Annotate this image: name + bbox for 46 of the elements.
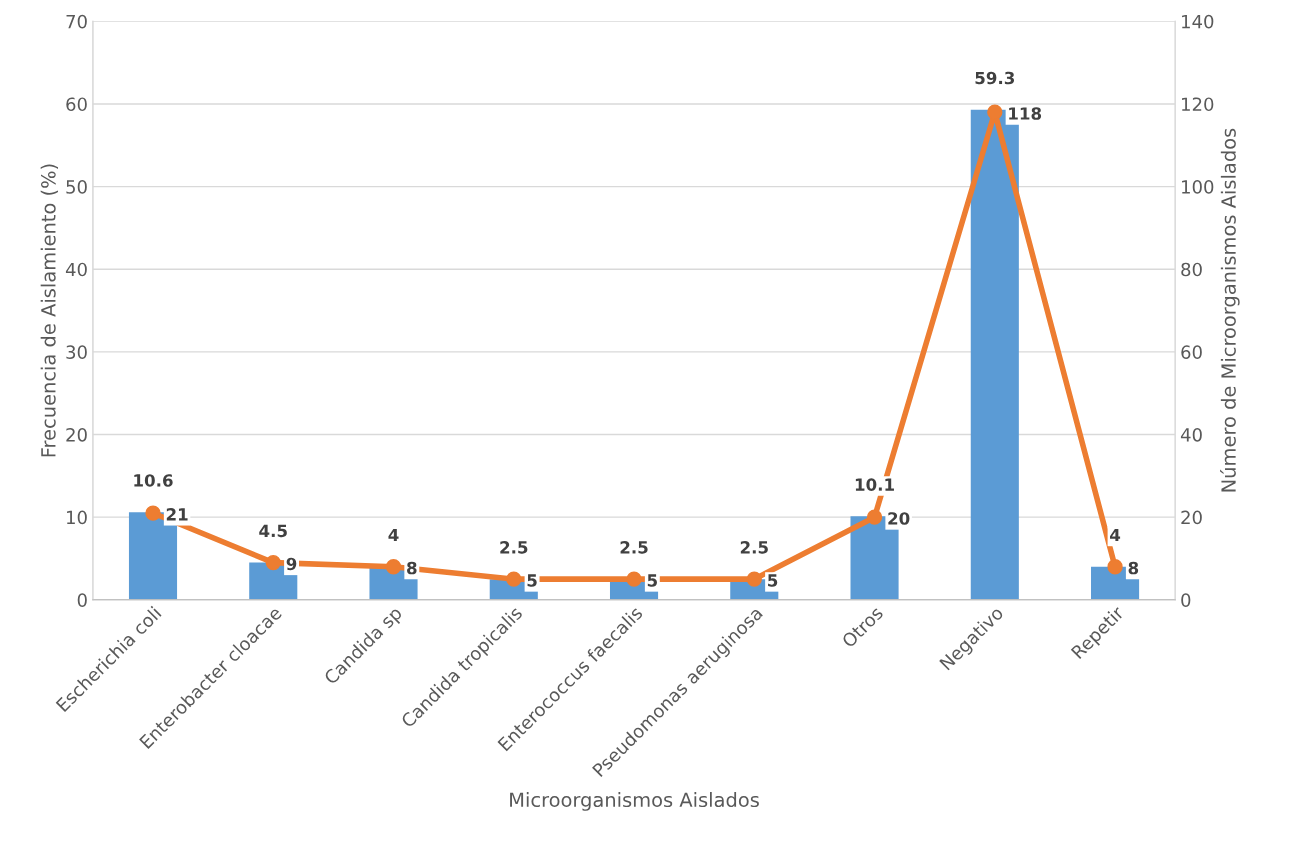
data-label: 5	[527, 574, 537, 587]
data-label: 5	[768, 574, 778, 587]
y2-tick-label: 40	[1180, 427, 1202, 442]
point	[145, 505, 161, 521]
y-tick-label: 20	[66, 427, 87, 442]
y-tick-label: 60	[66, 97, 87, 112]
data-label: 10.6	[134, 474, 173, 487]
y-tick-label: 40	[65, 262, 87, 277]
y-tick-label: 10	[67, 510, 87, 525]
data-label: 2.5	[740, 541, 768, 554]
data-label: 9	[286, 557, 297, 571]
y2-tick-label: 20	[1181, 510, 1202, 525]
data-label: 2.5	[620, 541, 648, 554]
data-label: 4	[1110, 528, 1121, 542]
data-label: 5	[647, 574, 657, 587]
point	[265, 554, 281, 571]
data-label: 8	[1128, 561, 1139, 575]
data-label: 59.3	[975, 71, 1015, 85]
y2-tick-label: 0	[1181, 593, 1191, 607]
point	[746, 571, 762, 587]
y-axis-title: Frecuencia de Aislamiento (%)	[40, 164, 59, 457]
data-label: 118	[1009, 107, 1042, 120]
data-label: 2.5	[500, 541, 528, 554]
y2-tick-label: 60	[1181, 345, 1202, 359]
data-label: 4.5	[259, 524, 287, 538]
data-label: 8	[407, 561, 417, 575]
data-label: 20	[888, 512, 910, 525]
y2-tick-label: 80	[1181, 262, 1202, 277]
point	[506, 571, 522, 587]
point	[385, 559, 402, 575]
data-label: 10.1	[855, 478, 894, 491]
y2-tick-label: 140	[1182, 14, 1214, 29]
point	[866, 509, 883, 525]
point	[1107, 559, 1123, 575]
data-label: 21	[166, 508, 188, 521]
y-tick-label: 0	[77, 593, 87, 607]
y-tick-label: 70	[66, 14, 87, 29]
y2-tick-label: 100	[1182, 180, 1214, 194]
y2-tick-label: 120	[1182, 97, 1214, 112]
y-tick-label: 30	[66, 345, 87, 359]
y-tick-label: 50	[66, 180, 87, 194]
data-label: 4	[388, 528, 399, 542]
point	[626, 571, 642, 587]
point	[987, 104, 1003, 120]
y2-axis-title: Número de Microorganismos Aislados	[1220, 128, 1240, 492]
x-axis-title: Microorganismos Aislados	[510, 792, 759, 811]
